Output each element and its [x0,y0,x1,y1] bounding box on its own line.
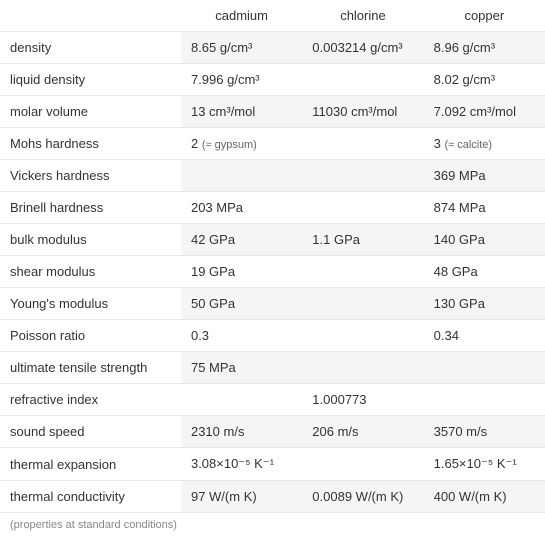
property-label: ultimate tensile strength [0,352,181,384]
cell-copper: 3 (≈ calcite) [424,128,545,160]
header-copper: copper [424,0,545,32]
cell-cadmium [181,160,302,192]
cell-value: 2 [191,136,198,151]
cell-cadmium: 19 GPa [181,256,302,288]
cell-cadmium: 8.65 g/cm³ [181,32,302,64]
cell-copper: 140 GPa [424,224,545,256]
header-empty [0,0,181,32]
cell-chlorine [302,288,423,320]
property-label: refractive index [0,384,181,416]
cell-chlorine: 1.1 GPa [302,224,423,256]
cell-copper: 48 GPa [424,256,545,288]
cell-copper: 874 MPa [424,192,545,224]
property-label: thermal conductivity [0,481,181,513]
table-row: bulk modulus 42 GPa 1.1 GPa 140 GPa [0,224,545,256]
property-label: bulk modulus [0,224,181,256]
cell-copper: 1.65×10⁻⁵ K⁻¹ [424,448,545,481]
cell-chlorine [302,192,423,224]
cell-chlorine: 206 m/s [302,416,423,448]
table-row: molar volume 13 cm³/mol 11030 cm³/mol 7.… [0,96,545,128]
cell-chlorine [302,160,423,192]
table-row: Mohs hardness 2 (≈ gypsum) 3 (≈ calcite) [0,128,545,160]
cell-copper: 0.34 [424,320,545,352]
cell-cadmium: 203 MPa [181,192,302,224]
cell-chlorine [302,352,423,384]
cell-copper: 130 GPa [424,288,545,320]
cell-chlorine: 1.000773 [302,384,423,416]
cell-cadmium: 0.3 [181,320,302,352]
cell-chlorine [302,320,423,352]
property-label: Poisson ratio [0,320,181,352]
table-row: density 8.65 g/cm³ 0.003214 g/cm³ 8.96 g… [0,32,545,64]
table-row: liquid density 7.996 g/cm³ 8.02 g/cm³ [0,64,545,96]
cell-value: 3 [434,136,441,151]
cell-copper: 7.092 cm³/mol [424,96,545,128]
property-label: Young's modulus [0,288,181,320]
cell-chlorine [302,256,423,288]
footnote: (properties at standard conditions) [0,513,545,537]
cell-cadmium: 50 GPa [181,288,302,320]
cell-chlorine [302,128,423,160]
cell-cadmium: 2310 m/s [181,416,302,448]
property-label: Mohs hardness [0,128,181,160]
table-row: thermal conductivity 97 W/(m K) 0.0089 W… [0,481,545,513]
header-row: cadmium chlorine copper [0,0,545,32]
property-label: molar volume [0,96,181,128]
cell-copper: 400 W/(m K) [424,481,545,513]
header-cadmium: cadmium [181,0,302,32]
cell-copper: 8.96 g/cm³ [424,32,545,64]
cell-chlorine: 0.0089 W/(m K) [302,481,423,513]
cell-chlorine: 11030 cm³/mol [302,96,423,128]
properties-table: cadmium chlorine copper density 8.65 g/c… [0,0,545,513]
approx-note: (≈ calcite) [444,139,492,151]
cell-copper: 369 MPa [424,160,545,192]
cell-chlorine [302,64,423,96]
cell-copper [424,384,545,416]
table-row: Poisson ratio 0.3 0.34 [0,320,545,352]
cell-cadmium: 3.08×10⁻⁵ K⁻¹ [181,448,302,481]
table-row: thermal expansion 3.08×10⁻⁵ K⁻¹ 1.65×10⁻… [0,448,545,481]
cell-cadmium: 13 cm³/mol [181,96,302,128]
cell-cadmium: 2 (≈ gypsum) [181,128,302,160]
table-row: refractive index 1.000773 [0,384,545,416]
property-label: liquid density [0,64,181,96]
cell-chlorine [302,448,423,481]
table-row: ultimate tensile strength 75 MPa [0,352,545,384]
table-row: Vickers hardness 369 MPa [0,160,545,192]
property-label: density [0,32,181,64]
table-row: shear modulus 19 GPa 48 GPa [0,256,545,288]
cell-copper [424,352,545,384]
table-row: Brinell hardness 203 MPa 874 MPa [0,192,545,224]
header-chlorine: chlorine [302,0,423,32]
cell-chlorine: 0.003214 g/cm³ [302,32,423,64]
property-label: thermal expansion [0,448,181,481]
table-row: sound speed 2310 m/s 206 m/s 3570 m/s [0,416,545,448]
table-row: Young's modulus 50 GPa 130 GPa [0,288,545,320]
cell-copper: 3570 m/s [424,416,545,448]
property-label: sound speed [0,416,181,448]
cell-cadmium [181,384,302,416]
cell-cadmium: 97 W/(m K) [181,481,302,513]
cell-cadmium: 7.996 g/cm³ [181,64,302,96]
property-label: shear modulus [0,256,181,288]
property-label: Brinell hardness [0,192,181,224]
cell-copper: 8.02 g/cm³ [424,64,545,96]
property-label: Vickers hardness [0,160,181,192]
cell-cadmium: 42 GPa [181,224,302,256]
cell-cadmium: 75 MPa [181,352,302,384]
approx-note: (≈ gypsum) [202,139,257,151]
